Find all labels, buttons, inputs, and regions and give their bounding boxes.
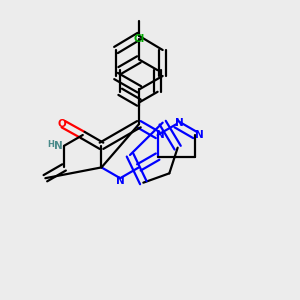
Text: N: N bbox=[116, 176, 124, 186]
Text: O: O bbox=[58, 119, 66, 129]
Text: N: N bbox=[54, 141, 62, 151]
Text: H: H bbox=[47, 140, 54, 149]
Text: N: N bbox=[195, 130, 204, 140]
Text: N: N bbox=[175, 118, 184, 128]
Text: N: N bbox=[156, 130, 165, 140]
Text: Cl: Cl bbox=[133, 34, 145, 44]
